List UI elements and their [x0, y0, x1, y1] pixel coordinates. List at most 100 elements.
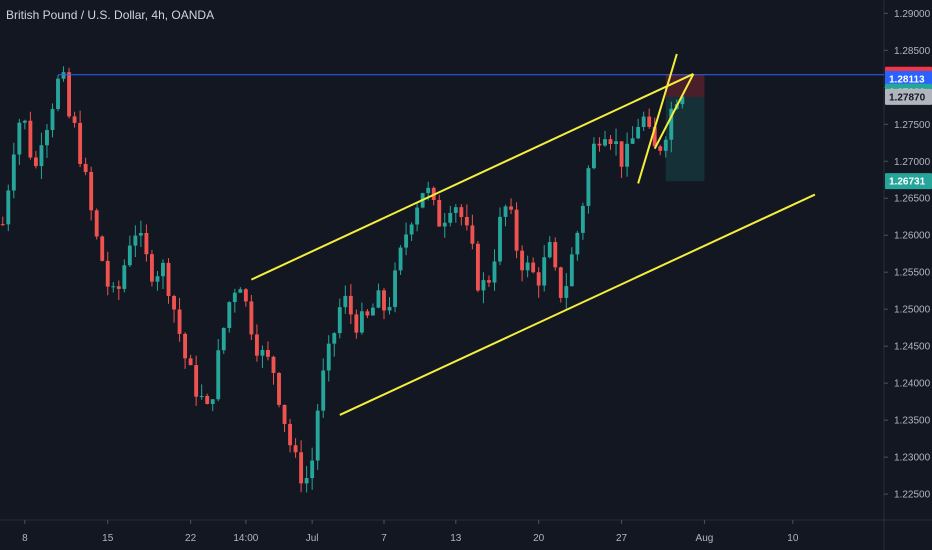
take-profit-zone[interactable] [665, 96, 705, 182]
y-tick-label: 1.25000 [894, 305, 931, 316]
candle-body [564, 286, 569, 298]
candle-body [6, 190, 11, 225]
price-badge [885, 70, 932, 87]
x-tick-label: Jul [306, 533, 319, 544]
y-tick-label: 1.24000 [894, 379, 931, 390]
candle-body [188, 358, 193, 366]
candle-body [503, 206, 508, 217]
candle-body [45, 130, 49, 146]
y-tick-label: 1.23000 [894, 453, 931, 464]
candle-body [437, 199, 442, 227]
chart-title: British Pound / U.S. Dollar, 4h, OANDA [6, 8, 215, 22]
candle-body [155, 276, 160, 282]
y-tick-label: 1.29000 [894, 9, 931, 20]
candle-body [205, 395, 210, 404]
candle-body [647, 116, 652, 127]
candle-body [28, 120, 33, 158]
candle-body [22, 120, 27, 123]
candle-body [337, 307, 342, 334]
candle-body [271, 356, 276, 373]
candle-body [398, 247, 403, 271]
candle-body [227, 302, 232, 328]
price-badge-label: 1.26731 [889, 177, 926, 188]
candle-body [586, 168, 591, 206]
candle-body [415, 207, 420, 225]
wedge-left-trendline[interactable] [637, 53, 678, 184]
stop-loss-zone[interactable] [665, 74, 705, 97]
candle-body [409, 224, 414, 235]
candle-body [199, 395, 204, 397]
candle-body [67, 72, 71, 117]
wedge-right-trendline[interactable] [653, 73, 695, 150]
x-tick-label: 8 [22, 533, 28, 544]
candle-body [658, 146, 663, 151]
candle-body [630, 138, 635, 144]
candle-body [304, 478, 309, 484]
x-tick-label: 15 [102, 533, 114, 544]
y-tick-label: 1.24500 [894, 342, 931, 353]
y-tick-label: 1.28500 [894, 46, 931, 57]
candle-body [216, 350, 221, 400]
candle-body [94, 210, 99, 237]
candle-body [393, 270, 397, 307]
candle-body [663, 139, 668, 151]
candle-body [116, 286, 121, 289]
price-badge-label: 1.28113 [889, 74, 925, 85]
candle-body [315, 410, 320, 461]
candle-body [210, 399, 215, 404]
candle-body [475, 243, 480, 291]
candle-body [133, 235, 138, 246]
candle-body [592, 143, 596, 169]
candle-body [376, 290, 381, 308]
candle-body [536, 272, 541, 286]
candle-body [326, 343, 331, 371]
candle-body [614, 141, 618, 145]
candle-body [525, 262, 530, 271]
candle-body [354, 314, 359, 333]
candle-body [221, 327, 226, 351]
channel-upper-trendline[interactable] [250, 73, 694, 281]
candle-body [641, 116, 646, 127]
candle-body [238, 289, 243, 293]
candle-body [680, 96, 685, 105]
candle-body [387, 306, 392, 311]
x-tick-label: 22 [185, 533, 197, 544]
x-tick-label: 10 [787, 533, 799, 544]
candle-body [348, 295, 353, 315]
candle-body [492, 261, 497, 283]
x-tick-label: 27 [616, 533, 628, 544]
candle-body [277, 372, 281, 405]
candle-body [459, 207, 464, 218]
candle-body [371, 307, 375, 316]
candle-body [514, 209, 519, 251]
y-tick-label: 1.25500 [894, 268, 931, 279]
candle-body [542, 257, 547, 286]
candle-body [332, 333, 337, 344]
candle-body [625, 143, 630, 167]
channel-lower-trendline[interactable] [339, 193, 816, 416]
candle-body [39, 145, 44, 167]
candle-body [232, 292, 237, 303]
candle-body [310, 460, 315, 479]
y-tick-label: 1.26500 [894, 194, 931, 205]
candle-body [636, 126, 641, 139]
candle-body [442, 222, 447, 227]
candle-body [608, 139, 613, 145]
candle-body [453, 207, 458, 213]
candle-body [487, 280, 491, 283]
candle-body [61, 72, 66, 79]
y-tick-label: 1.23500 [894, 416, 931, 427]
candle-body [520, 250, 525, 271]
candle-body [448, 212, 453, 223]
candle-body [122, 265, 127, 289]
candle-body [293, 445, 298, 453]
x-tick-label: 20 [533, 533, 545, 544]
candle-body [144, 232, 149, 255]
candle-body [17, 122, 22, 155]
price-badge [885, 88, 932, 105]
y-tick-label: 1.27500 [894, 120, 931, 131]
candle-body [553, 242, 558, 268]
candle-body [282, 404, 287, 424]
candle-body [0, 224, 5, 226]
